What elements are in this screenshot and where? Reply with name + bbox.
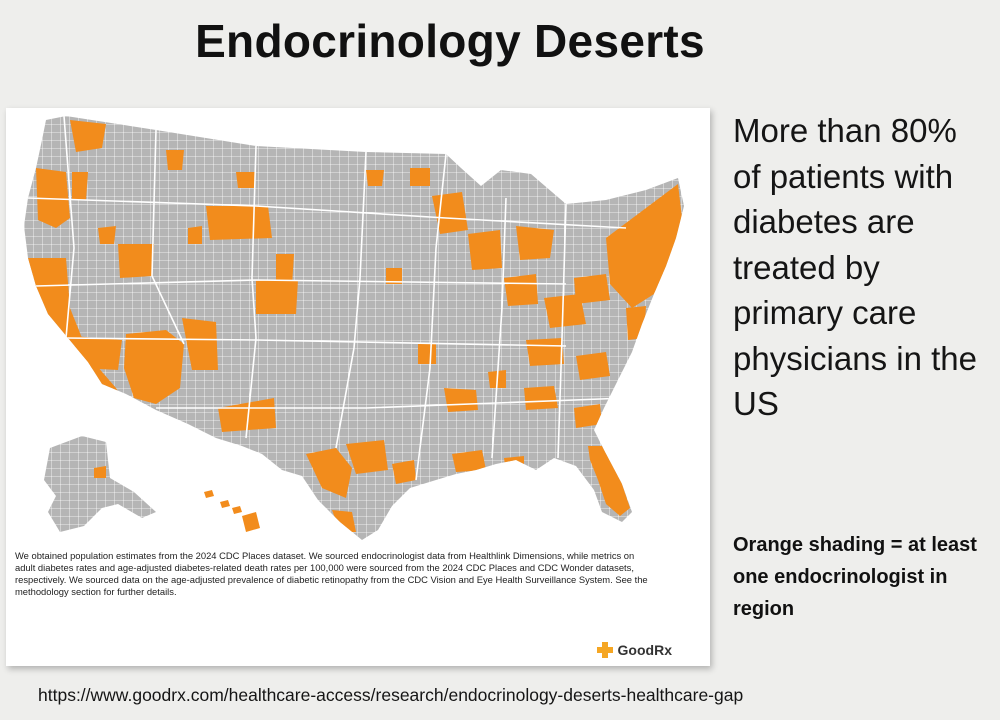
methodology-note: We obtained population estimates from th… bbox=[15, 550, 648, 597]
goodrx-wordmark: GoodRx bbox=[617, 642, 672, 658]
alaska-region bbox=[44, 436, 156, 532]
map-card: We obtained population estimates from th… bbox=[6, 108, 710, 666]
slide-title: Endocrinology Deserts bbox=[195, 15, 705, 67]
hawaii-region bbox=[204, 490, 260, 532]
key-statistic-text: More than 80% of patients with diabetes … bbox=[733, 112, 977, 422]
goodrx-logo: GoodRx bbox=[596, 642, 672, 658]
goodrx-cross-icon bbox=[596, 642, 613, 658]
map-legend-note: Orange shading = at least one endocrinol… bbox=[733, 534, 977, 620]
contiguous-us-region bbox=[24, 116, 684, 540]
endocrinologist-regions bbox=[28, 120, 682, 532]
state-borders bbox=[27, 116, 627, 481]
us-county-map bbox=[24, 116, 684, 540]
source-url: https://www.goodrx.com/healthcare-access… bbox=[38, 685, 744, 705]
